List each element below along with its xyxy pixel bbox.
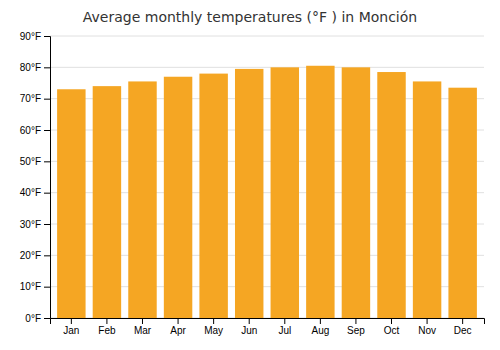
tick: Dec (454, 318, 472, 336)
axis-line (44, 37, 51, 319)
bar (57, 89, 85, 318)
tick-mark (249, 318, 250, 324)
tick-label: 90°F (20, 31, 41, 42)
tick: Mar (134, 318, 152, 336)
tick-label: Jul (278, 325, 291, 336)
tick-mark (178, 318, 179, 324)
tick-label: Aug (311, 325, 329, 336)
y-axis: 0°F 10°F 20°F 30°F 40°F 50°F 60°F 70°F 80°F 90°F (20, 31, 51, 324)
tick: Jan (63, 318, 79, 336)
tick-label: 70°F (20, 93, 41, 104)
bar (164, 77, 192, 318)
axis-line (51, 319, 485, 325)
tick-label: 20°F (20, 250, 41, 261)
tick-label: Feb (98, 325, 116, 336)
chart: 0°F 10°F 20°F 30°F 40°F 50°F 60°F 70°F 80°F 90°F J… (0, 0, 500, 350)
tick: 0°F (25, 313, 50, 324)
tick-mark (44, 36, 50, 37)
tick: 10°F (20, 281, 50, 292)
bar (199, 74, 227, 318)
plot: 0°F 10°F 20°F 30°F 40°F 50°F 60°F 70°F 80°F 90°F J… (20, 31, 485, 336)
tick-mark (44, 224, 50, 225)
tick-mark (44, 318, 50, 319)
tick: May (204, 318, 223, 336)
tick-mark (320, 318, 321, 324)
tick-mark (391, 318, 392, 324)
tick-mark (462, 318, 463, 324)
bar (128, 81, 156, 318)
tick-mark (213, 318, 214, 324)
tick-label: Dec (454, 325, 472, 336)
title: Average monthly temperatures (°F ) in Mo… (83, 9, 417, 25)
tick-label: 40°F (20, 187, 41, 198)
tick-label: May (204, 325, 223, 336)
x-axis: Jan Feb Mar Apr May Jun Jul Aug Sep Oct Nov Dec (51, 318, 485, 336)
tick: Jul (278, 318, 291, 336)
tick: 20°F (20, 250, 50, 261)
tick: Aug (311, 318, 329, 336)
tick-label: 0°F (25, 313, 41, 324)
bar (413, 81, 441, 318)
tick-label: 80°F (20, 62, 41, 73)
tick-mark (142, 318, 143, 324)
bar (93, 86, 121, 318)
tick-mark (44, 255, 50, 256)
tick: 40°F (20, 187, 50, 198)
tick-mark (355, 318, 356, 324)
tick-mark (44, 130, 50, 131)
tick-mark (284, 318, 285, 324)
bar (377, 72, 405, 318)
tick-label: 60°F (20, 125, 41, 136)
bar (342, 67, 370, 318)
tick-mark (44, 161, 50, 162)
tick: 50°F (20, 156, 50, 167)
grid (50, 36, 484, 318)
tick-mark (44, 99, 50, 100)
grid-line (50, 67, 484, 68)
tick-mark (44, 287, 50, 288)
tick: 90°F (20, 31, 50, 42)
tick-label: 50°F (20, 156, 41, 167)
tick: 70°F (20, 93, 50, 104)
tick-label: Nov (418, 325, 436, 336)
bars (57, 66, 477, 318)
tick-label: 10°F (20, 281, 41, 292)
tick-mark (427, 318, 428, 324)
tick-label: 30°F (20, 219, 41, 230)
tick: Sep (347, 318, 365, 336)
bar (235, 69, 263, 318)
tick-mark (44, 67, 50, 68)
tick: Apr (170, 318, 186, 336)
bar (271, 67, 299, 318)
tick-label: Jan (63, 325, 79, 336)
tick-mark (44, 193, 50, 194)
tick: Feb (98, 318, 116, 336)
grid-line (50, 36, 484, 37)
tick: Oct (384, 318, 400, 336)
tick-label: Sep (347, 325, 365, 336)
tick: Nov (418, 318, 436, 336)
tick-mark (71, 318, 72, 324)
bar (448, 88, 476, 318)
tick-label: Mar (134, 325, 152, 336)
tick: 60°F (20, 125, 50, 136)
tick-label: Oct (384, 325, 400, 336)
tick-label: Jun (241, 325, 257, 336)
tick: Jun (241, 318, 257, 336)
bar (306, 66, 334, 318)
tick: 80°F (20, 62, 50, 73)
tick-mark (106, 318, 107, 324)
tick-label: Apr (170, 325, 186, 336)
tick: 30°F (20, 219, 50, 230)
